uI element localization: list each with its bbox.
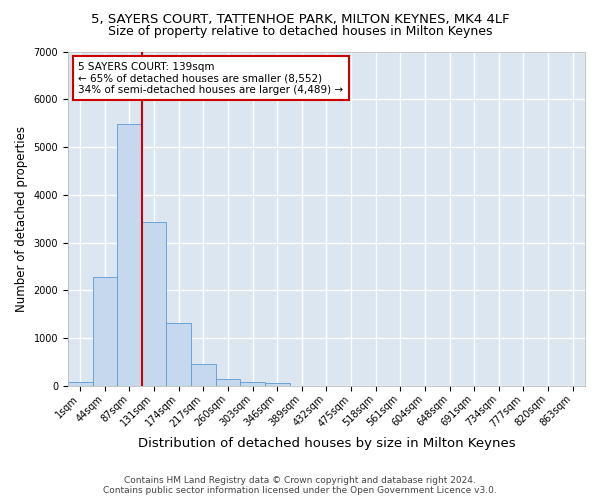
Y-axis label: Number of detached properties: Number of detached properties: [15, 126, 28, 312]
Text: Contains HM Land Registry data © Crown copyright and database right 2024.
Contai: Contains HM Land Registry data © Crown c…: [103, 476, 497, 495]
X-axis label: Distribution of detached houses by size in Milton Keynes: Distribution of detached houses by size …: [137, 437, 515, 450]
Bar: [142, 222, 166, 386]
Bar: [265, 384, 290, 386]
Bar: [166, 324, 191, 386]
Bar: [191, 364, 215, 386]
Bar: [240, 382, 265, 386]
Text: Size of property relative to detached houses in Milton Keynes: Size of property relative to detached ho…: [108, 25, 492, 38]
Bar: [117, 124, 142, 386]
Text: 5, SAYERS COURT, TATTENHOE PARK, MILTON KEYNES, MK4 4LF: 5, SAYERS COURT, TATTENHOE PARK, MILTON …: [91, 12, 509, 26]
Text: 5 SAYERS COURT: 139sqm
← 65% of detached houses are smaller (8,552)
34% of semi-: 5 SAYERS COURT: 139sqm ← 65% of detached…: [78, 62, 343, 94]
Bar: [92, 277, 117, 386]
Bar: [215, 378, 240, 386]
Bar: [68, 382, 92, 386]
